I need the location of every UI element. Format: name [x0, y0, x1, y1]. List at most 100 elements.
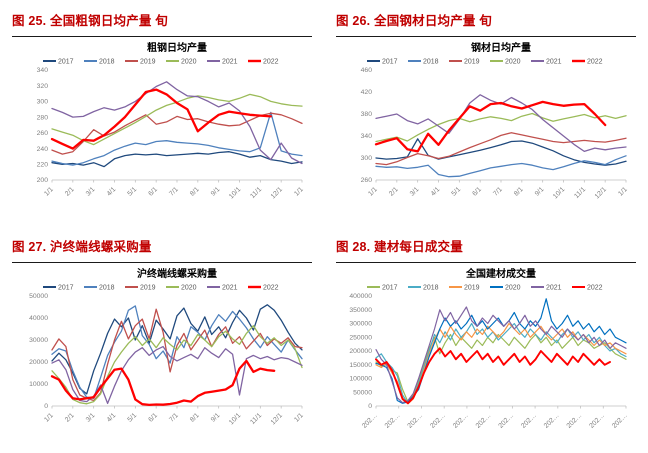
x-tick-label: 202…	[407, 412, 425, 430]
legend-label: 2019	[464, 285, 480, 292]
y-tick-label: 400000	[349, 293, 372, 300]
legend-label: 2017	[382, 285, 398, 292]
chart-canvas: 全国建材成交量 2017 2018 2019 2020 2021 2022 0 50000 100…	[349, 267, 629, 430]
x-tick-label: 8/1	[189, 186, 201, 198]
x-tick-label: 4/1	[106, 412, 118, 424]
x-tick-label: 7/1	[168, 412, 180, 424]
legend-item-2017: 2017	[43, 285, 74, 292]
legend-label: 2022	[587, 59, 603, 66]
x-tick-label: 9/1	[210, 412, 222, 424]
x-tick-label: 8/1	[513, 186, 525, 198]
chart-title: 全国建材成交量	[465, 267, 536, 280]
legend-item-2017: 2017	[43, 59, 74, 66]
x-tick-label: 7/1	[492, 186, 504, 198]
y-tick-label: 30000	[29, 337, 48, 344]
x-tick-label: 11/1	[249, 186, 263, 200]
legend-label: 2020	[505, 285, 521, 292]
y-tick-label: 0	[368, 403, 372, 410]
y-tick-label: 240	[37, 146, 49, 153]
x-tick-label: 10/1	[228, 412, 242, 426]
series-line-2018	[375, 155, 627, 178]
y-tick-label: 300	[361, 155, 373, 162]
y-tick-label: 50000	[29, 293, 48, 300]
chart-canvas: 钢材日均产量 2017 2018 2019 2020 2021 2022 260 300 340 3…	[361, 41, 629, 200]
x-tick-label: 9/1	[534, 186, 546, 198]
legend-label: 2021	[222, 285, 238, 292]
legend-label: 2022	[263, 285, 279, 292]
legend-label: 2019	[140, 285, 156, 292]
x-tick-label: 202…	[543, 412, 561, 430]
figure-title-26: 图 26. 全国钢材日均产量 旬	[336, 14, 492, 28]
y-tick-label: 250000	[349, 334, 372, 341]
series-line-2022	[50, 88, 272, 150]
legend-item-2018: 2018	[408, 59, 439, 66]
y-tick-label: 350000	[349, 307, 372, 314]
legend-label: 2019	[464, 59, 480, 66]
legend-label: 2017	[58, 59, 74, 66]
legend-label: 2021	[546, 59, 562, 66]
y-tick-label: 300	[37, 99, 49, 106]
series-line-2017	[51, 304, 303, 395]
x-tick-label: 202…	[429, 412, 447, 430]
legend-item-2021: 2021	[531, 285, 562, 292]
figure-panel-25: 图 25. 全国粗钢日均产量 旬 粗钢日均产量 2017 2018 2019 2020 2…	[0, 0, 324, 226]
x-tick-label: 1/1	[293, 412, 305, 424]
x-tick-label: 4/1	[430, 186, 442, 198]
legend-item-2019: 2019	[125, 59, 156, 66]
x-tick-label: 1/1	[43, 186, 55, 198]
figure-title-27: 图 27. 沪终端线螺采购量	[12, 240, 152, 254]
legend-item-2020: 2020	[166, 59, 197, 66]
x-tick-label: 202…	[520, 412, 538, 430]
x-tick-label: 11/1	[249, 412, 263, 426]
x-tick-label: 6/1	[147, 412, 159, 424]
y-tick-label: 340	[361, 133, 373, 140]
x-tick-label: 6/1	[147, 186, 159, 198]
y-tick-label: 20000	[29, 359, 48, 366]
legend-item-2021: 2021	[207, 285, 238, 292]
x-tick-label: 5/1	[127, 186, 139, 198]
legend-item-2020: 2020	[166, 285, 197, 292]
y-tick-label: 320	[37, 83, 49, 90]
title-divider	[12, 36, 312, 37]
chart-steel-products-daily-output: 钢材日均产量 2017 2018 2019 2020 2021 2022 260 300 340 3…	[336, 40, 636, 216]
series-line-2019	[51, 308, 303, 402]
x-tick-label: 12/1	[270, 412, 284, 426]
x-tick-label: 7/1	[168, 186, 180, 198]
y-tick-label: 260	[37, 130, 49, 137]
figure-title-28: 图 28. 建材每日成交量	[336, 240, 463, 254]
title-divider	[12, 262, 312, 263]
legend-item-2017: 2017	[367, 285, 398, 292]
y-tick-label: 10000	[29, 381, 48, 388]
y-tick-label: 150000	[349, 362, 372, 369]
x-tick-label: 3/1	[409, 186, 421, 198]
x-tick-label: 5/1	[451, 186, 463, 198]
x-tick-label: 202…	[384, 412, 402, 430]
title-divider	[336, 36, 636, 37]
series-line-2017	[51, 151, 303, 168]
legend-item-2021: 2021	[531, 59, 562, 66]
series-line-2022	[50, 359, 276, 407]
x-tick-label: 1/1	[617, 186, 629, 198]
x-tick-label: 10/1	[228, 186, 242, 200]
legend-item-2017: 2017	[367, 59, 398, 66]
figure-panel-28: 图 28. 建材每日成交量 全国建材成交量 2017 2018 2019 2020 202…	[324, 226, 648, 453]
x-tick-label: 5/1	[127, 412, 139, 424]
series-line-2019	[375, 132, 627, 166]
x-tick-label: 202…	[566, 412, 584, 430]
legend-label: 2022	[587, 285, 603, 292]
x-tick-label: 4/1	[106, 186, 118, 198]
figure-panel-26: 图 26. 全国钢材日均产量 旬 钢材日均产量 2017 2018 2019 2020 2…	[324, 0, 648, 226]
chart-shanghai-terminal-purchase: 沪终端线螺采购量 2017 2018 2019 2020 2021 2022 0 10000 20…	[12, 266, 312, 442]
legend-item-2018: 2018	[408, 285, 439, 292]
y-tick-label: 280	[37, 114, 49, 121]
legend-label: 2018	[99, 59, 115, 66]
series-line-2018	[375, 322, 627, 404]
legend-label: 2020	[181, 59, 197, 66]
chart-building-materials-volume: 全国建材成交量 2017 2018 2019 2020 2021 2022 0 50000 100…	[336, 266, 636, 442]
legend-item-2019: 2019	[125, 285, 156, 292]
legend-item-2020: 2020	[490, 59, 521, 66]
legend-label: 2020	[181, 285, 197, 292]
series-line-2022	[374, 100, 607, 153]
x-tick-label: 2/1	[388, 186, 400, 198]
